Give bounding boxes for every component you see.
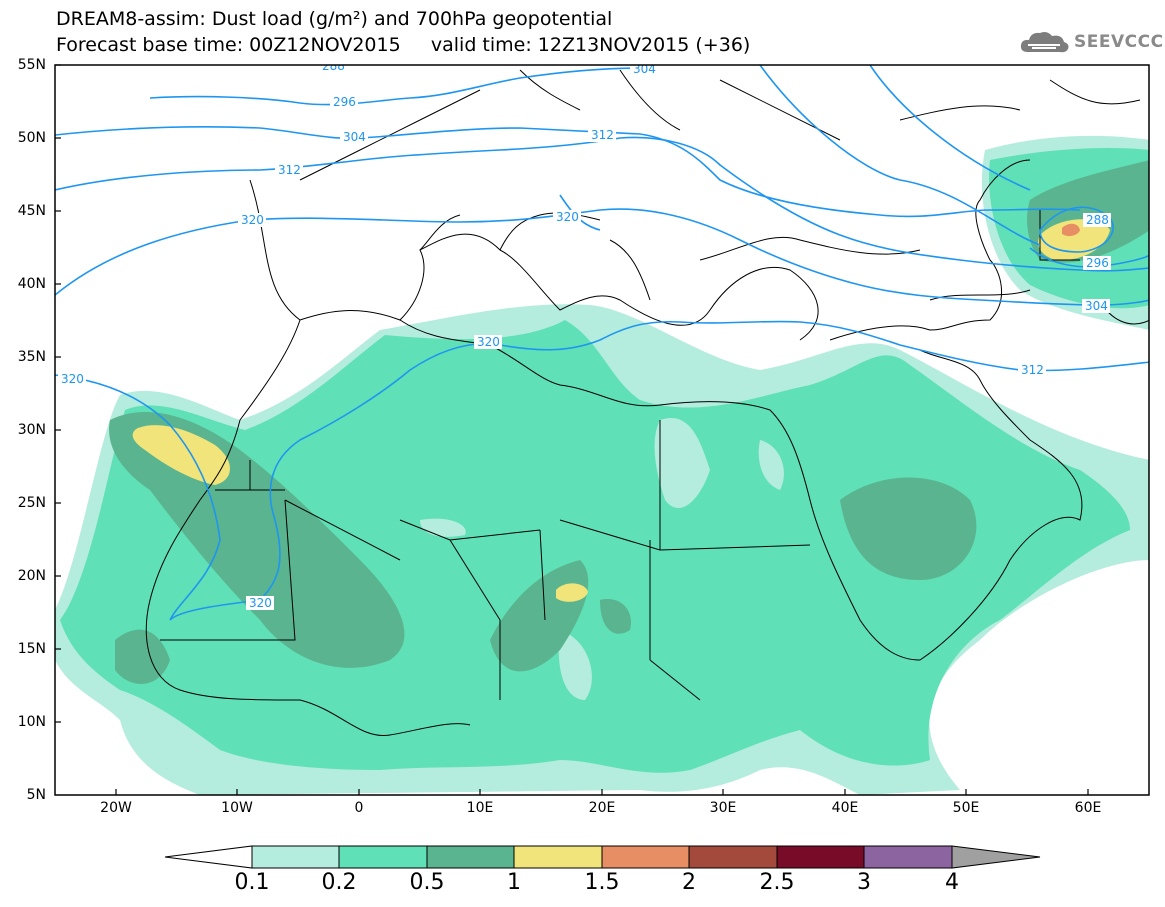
y-tick-label: 35N: [17, 349, 46, 365]
x-tick-label: 10W: [221, 800, 253, 816]
colorbar-label: 2: [682, 870, 696, 895]
colorbar-bin-1.5: [601, 845, 690, 869]
colorbar-label: 1: [507, 870, 521, 895]
contour-label-312: 312: [278, 163, 301, 177]
contour-label-312-mid: 312: [591, 128, 614, 142]
contour-label-320-d: 320: [61, 372, 84, 386]
y-tick-label: 25N: [17, 495, 46, 511]
contour-label-304-top: 304: [633, 62, 656, 76]
x-tick-label: 30E: [709, 800, 737, 816]
y-tick-label: 45N: [17, 203, 46, 219]
y-tick-label: 20N: [17, 568, 46, 584]
colorbar-label: 0.5: [409, 870, 445, 895]
logo-text: SEEVCCC: [1074, 32, 1164, 52]
dust-level-1.5: [1062, 223, 1080, 237]
y-tick-label: 5N: [26, 787, 46, 803]
seevccc-logo: SEEVCCC: [1018, 28, 1164, 56]
colorbar-bin-3: [863, 845, 953, 869]
colorbar-bin-0.2: [338, 845, 428, 869]
contour-label-288-top: 288: [322, 59, 345, 73]
contour-label-312-east: 312: [1021, 363, 1044, 377]
colorbar-label: 1.5: [584, 870, 620, 895]
x-tick-label: 20W: [100, 800, 132, 816]
coastlines: [145, 69, 1149, 737]
colorbar-label: 4: [945, 870, 959, 895]
contour-label-320-e: 320: [249, 596, 272, 610]
x-tick-label: 10E: [466, 800, 494, 816]
contour-label-320-a: 320: [241, 213, 264, 227]
y-tick-label: 15N: [17, 641, 46, 657]
cloud-icon: [1020, 32, 1069, 53]
colorbar-bin-0.5: [426, 845, 515, 869]
y-tick-label: 40N: [17, 276, 46, 292]
x-tick-label: 20E: [588, 800, 616, 816]
colorbar-label: 0.2: [321, 870, 357, 895]
axis-ticks: [55, 64, 1089, 795]
contour-label-288: 288: [1086, 213, 1109, 227]
colorbar-high-arrow: [951, 845, 1041, 869]
colorbar-low-arrow: [164, 845, 253, 869]
contour-label-304: 304: [343, 130, 366, 144]
x-tick-label: 50E: [952, 800, 980, 816]
colorbar-label: 3: [857, 870, 871, 895]
colorbar-bin-2.5: [776, 845, 865, 869]
y-tick-label: 10N: [17, 714, 46, 730]
dust-level-1: [132, 425, 230, 485]
dust-level-0.5: [109, 411, 405, 668]
y-tick-label: 50N: [17, 130, 46, 146]
colorbar-label: 0.1: [234, 870, 270, 895]
x-tick-label: 40E: [831, 800, 859, 816]
contour-label-320-c: 320: [477, 335, 500, 349]
y-tick-label: 30N: [17, 422, 46, 438]
x-tick-label: 0: [354, 800, 364, 816]
colorbar-bin-0.1: [251, 845, 340, 869]
colorbar-bin-2: [688, 845, 778, 869]
chart-title-line2: Forecast base time: 00Z12NOV2015 valid t…: [56, 34, 751, 56]
colorbar: [164, 845, 1041, 869]
colorbar-bin-1: [513, 845, 603, 869]
contour-label-296: 296: [333, 95, 356, 109]
contour-label-304-east: 304: [1085, 299, 1108, 313]
colorbar-label: 2.5: [759, 870, 795, 895]
contour-label-296-east: 296: [1086, 256, 1109, 270]
x-tick-label: 60E: [1074, 800, 1102, 816]
contour-label-320-b: 320: [556, 210, 579, 224]
y-tick-label: 55N: [17, 57, 46, 73]
chart-title-line1: DREAM8-assim: Dust load (g/m²) and 700hP…: [56, 8, 613, 30]
